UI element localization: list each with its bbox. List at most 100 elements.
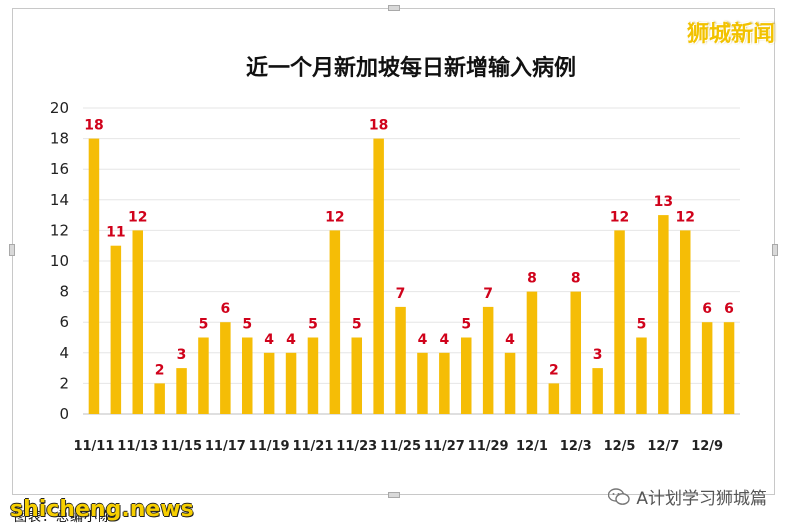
data-label: 5 [461, 317, 471, 333]
y-tick-label: 16 [50, 160, 69, 178]
bar-12/5 [614, 230, 625, 414]
data-label: 13 [654, 194, 673, 210]
x-tick-label: 11/13 [117, 439, 158, 454]
x-tick-label: 12/7 [647, 439, 679, 454]
bar-11/12 [110, 245, 122, 414]
bar-11/18 [241, 337, 253, 414]
y-tick-label: 18 [50, 130, 69, 148]
bar-11/14 [154, 383, 165, 414]
y-axis: 0 2 4 6 8 10 12 14 16 18 20 [50, 99, 69, 423]
bar-12/9 [701, 322, 713, 414]
bar-11/27 [439, 352, 450, 414]
bar-11/13 [132, 230, 144, 414]
y-tick-label: 10 [50, 252, 69, 270]
data-label: 4 [439, 332, 449, 348]
data-label: 12 [610, 209, 629, 225]
x-tick-label: 12/3 [560, 439, 592, 454]
bar-11/30 [504, 352, 516, 414]
x-tick-label: 12/5 [604, 439, 636, 454]
data-label: 6 [702, 301, 712, 317]
bar-11/24 [373, 138, 384, 414]
wechat-icon [608, 487, 631, 506]
bar-11/16 [198, 337, 209, 414]
data-label: 5 [352, 317, 362, 333]
data-label: 3 [593, 347, 603, 363]
resize-handle-left[interactable] [9, 244, 15, 256]
x-tick-label: 11/17 [205, 439, 246, 454]
data-label: 8 [571, 271, 581, 287]
data-label: 6 [724, 301, 734, 317]
bar-11/26 [417, 352, 428, 414]
bar-11/21 [307, 337, 319, 414]
bar-12/3 [570, 291, 582, 414]
x-tick-label: 11/21 [292, 439, 333, 454]
y-tick-label: 14 [50, 191, 69, 209]
data-label: 12 [325, 209, 344, 225]
data-label: 2 [549, 362, 559, 378]
chart-frame: 近一个月新加坡每日新增输入病例 0 2 4 6 8 10 12 14 16 18 20 18 11 12… [12, 8, 775, 495]
bar-11/23 [351, 337, 363, 414]
grid-lines [83, 107, 740, 415]
x-tick-label: 11/23 [336, 439, 377, 454]
x-tick-label: 11/15 [161, 439, 202, 454]
bar-11/17 [220, 322, 231, 414]
data-label: 18 [84, 118, 103, 134]
bar-12/2 [548, 383, 560, 414]
bars [88, 138, 735, 414]
y-tick-label: 2 [59, 374, 69, 392]
data-label: 3 [177, 347, 187, 363]
data-label: 5 [242, 317, 252, 333]
data-label: 4 [286, 332, 296, 348]
data-label: 18 [369, 118, 388, 134]
bar-11/29 [482, 306, 494, 414]
x-tick-label: 11/19 [249, 439, 290, 454]
data-label: 8 [527, 271, 537, 287]
data-label: 2 [155, 362, 165, 378]
chart-source: 图表：总编小陈 [14, 510, 113, 525]
y-tick-label: 20 [50, 99, 69, 117]
data-label: 5 [637, 317, 647, 333]
bar-11/19 [263, 352, 275, 414]
bar-12/6 [636, 337, 647, 414]
data-label: 12 [128, 209, 147, 225]
data-label: 5 [308, 317, 318, 333]
data-label: 7 [396, 286, 406, 302]
data-label: 4 [418, 332, 428, 348]
chart-title: 近一个月新加坡每日新增输入病例 [246, 55, 576, 81]
bar-11/20 [285, 352, 297, 414]
y-tick-label: 12 [50, 221, 69, 239]
data-label: 7 [483, 286, 493, 302]
x-tick-label: 11/25 [380, 439, 421, 454]
watermark-top-right: 狮城新闻 [686, 22, 775, 47]
data-label: 5 [199, 317, 209, 333]
y-tick-label: 4 [59, 344, 69, 362]
data-label: 12 [676, 209, 695, 225]
bar-12/8 [679, 230, 691, 414]
x-tick-label: 12/1 [516, 439, 548, 454]
bar-11/15 [176, 368, 187, 414]
x-tick-label: 12/9 [691, 439, 723, 454]
bar-12/10 [723, 322, 735, 414]
resize-handle-right[interactable] [772, 244, 778, 256]
data-label: 4 [505, 332, 515, 348]
watermark-bottom-left: shicheng.news [10, 497, 194, 522]
resize-handle-bottom[interactable] [388, 492, 400, 498]
watermark-bottom-right: A计划学习狮城篇 [608, 484, 767, 509]
watermark-bottom-right-text: A计划学习狮城篇 [636, 489, 767, 509]
y-tick-label: 8 [59, 283, 69, 301]
resize-handle-top[interactable] [388, 5, 400, 11]
data-label: 4 [264, 332, 274, 348]
bar-12/7 [658, 215, 669, 414]
x-tick-label: 11/27 [424, 439, 465, 454]
data-label: 6 [220, 301, 230, 317]
bar-11/11 [88, 138, 100, 414]
x-tick-label: 11/11 [73, 439, 114, 454]
x-axis: 11/11 11/13 11/15 11/17 11/19 11/21 11/23 11/25… [73, 439, 723, 454]
bar-12/4 [592, 368, 603, 414]
bar-11/25 [395, 306, 406, 414]
bar-11/22 [329, 230, 341, 414]
data-label: 11 [106, 225, 125, 241]
bar-12/1 [526, 291, 538, 414]
